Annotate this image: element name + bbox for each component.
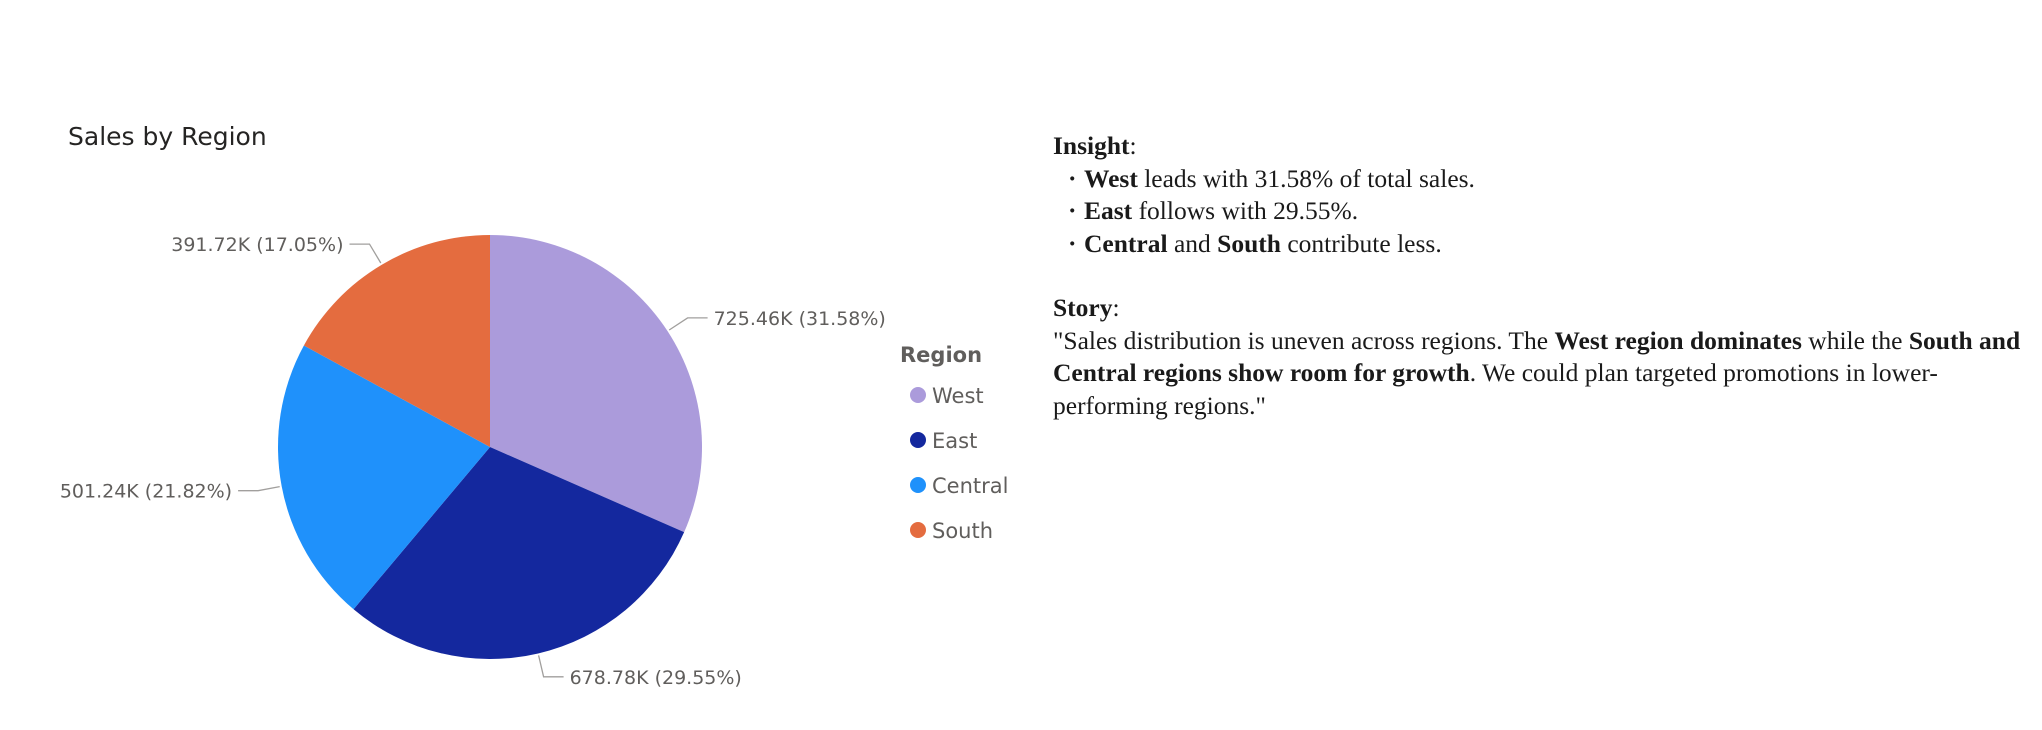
story-text-bold: South and Central regions show room for … [1053, 325, 2021, 388]
story-text-part: while the [1801, 325, 1909, 355]
pie-slices [278, 235, 703, 659]
legend: Region West East Central South [900, 343, 1008, 543]
insight-item: Central and South contribute less. [1068, 228, 2023, 261]
insight-heading: Insight [1053, 131, 1130, 160]
insight-item: West leads with 31.58% of total sales. [1068, 163, 2023, 196]
story-heading-line: Story: [1053, 293, 1120, 322]
legend-marker-central [910, 477, 926, 493]
data-labels: 725.46K (31.58%) 678.78K (29.55%) 501.24K … [60, 234, 886, 689]
legend-label-east: East [932, 429, 977, 453]
insight-list: West leads with 31.58% of total sales. E… [1053, 163, 2023, 261]
insight-item-bold: South [1217, 228, 1281, 258]
leader-line-south [349, 243, 382, 264]
story-text-part: . We could plan targeted promotions in l… [1053, 358, 1938, 420]
insight-block: Insight: West leads with 31.58% of total… [1053, 130, 2023, 260]
insight-heading-line: Insight: [1053, 131, 1137, 160]
data-label-west: 725.46K (31.58%) [714, 308, 886, 330]
pie-slice-central [278, 345, 490, 610]
insight-item-text: and [1167, 228, 1218, 258]
pie-slice-south [303, 235, 490, 447]
story-text-bold: West region dominates [1554, 325, 1802, 355]
legend-marker-east [910, 432, 926, 448]
leader-line-central [238, 485, 280, 492]
story-text-part: "Sales distribution is uneven across reg… [1053, 325, 1555, 355]
insight-item-bold: East [1084, 196, 1133, 225]
data-label-east: 678.78K (29.55%) [570, 667, 742, 689]
legend-label-south: South [932, 519, 993, 543]
leader-line-west [668, 317, 708, 331]
story-block: Story: "Sales distribution is uneven acr… [1053, 292, 2023, 422]
pie-chart: Sales by Region 725.46K (31.58%) 678.78K … [60, 122, 1009, 689]
insight-item-text: follows with 29.55%. [1132, 196, 1359, 225]
label-leaders [238, 243, 708, 678]
insight-item-text: leads with 31.58% of total sales. [1137, 163, 1475, 193]
insight-item-bold: West [1084, 163, 1138, 193]
text-panel: Insight: West leads with 31.58% of total… [1053, 130, 2023, 422]
data-label-south: 391.72K (17.05%) [171, 234, 343, 256]
pie-slice-east [353, 447, 685, 659]
legend-label-central: Central [932, 474, 1008, 498]
legend-label-west: West [932, 384, 984, 408]
pie-slice-west [490, 235, 703, 533]
chart-title: Sales by Region [68, 122, 267, 151]
legend-marker-south [910, 522, 926, 538]
legend-title: Region [900, 343, 982, 367]
insight-item-bold: Central [1084, 228, 1168, 258]
insight-item: East follows with 29.55%. [1068, 195, 2023, 228]
story-heading: Story [1053, 293, 1113, 322]
insight-item-text: contribute less. [1280, 228, 1442, 258]
leader-line-east [537, 655, 564, 678]
data-label-central: 501.24K (21.82%) [60, 481, 232, 503]
story-text: "Sales distribution is uneven across reg… [1053, 325, 2023, 423]
legend-marker-west [910, 387, 926, 403]
